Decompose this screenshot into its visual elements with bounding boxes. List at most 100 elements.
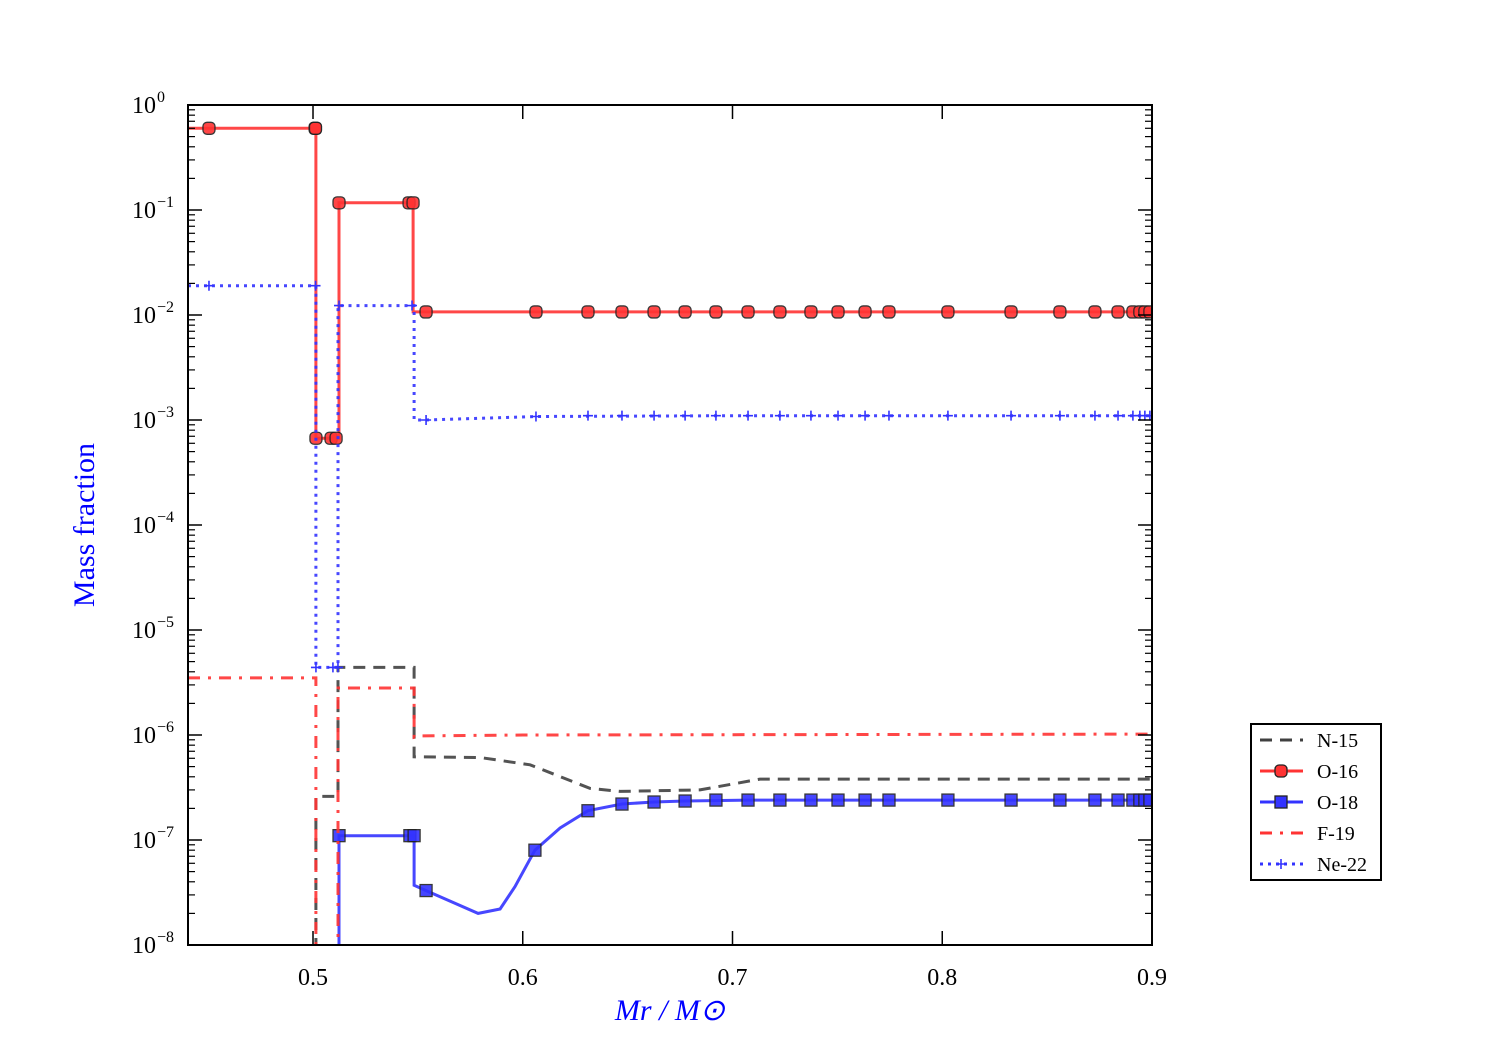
data-point-ne-22 — [649, 410, 660, 421]
data-point-o-16 — [406, 196, 420, 210]
legend-marker-o-16 — [1274, 764, 1288, 778]
y-tick-label: 10 — [132, 618, 156, 644]
data-point-ne-22 — [833, 410, 844, 421]
data-point-o-16 — [329, 431, 343, 445]
y-tick-exponent: 0 — [157, 89, 165, 106]
y-tick-exponent: −7 — [157, 824, 174, 841]
y-tick-label: 10 — [132, 93, 156, 119]
data-point-ne-22 — [310, 662, 321, 673]
legend-label-o-18: O-18 — [1317, 792, 1358, 814]
data-point-o-18 — [858, 793, 872, 807]
data-point-o-18 — [804, 793, 818, 807]
y-tick-exponent: −5 — [157, 614, 174, 631]
y-tick-label: 10 — [132, 303, 156, 329]
x-axis-label: Mr / M⊙ — [614, 994, 726, 1027]
legend-label-f-19: F-19 — [1317, 823, 1355, 845]
y-tick-exponent: −6 — [157, 719, 174, 736]
data-point-o-16 — [332, 196, 346, 210]
data-point-ne-22 — [1144, 410, 1152, 421]
legend: N-15 O-16 O-18 F-19 Ne-22 — [1250, 723, 1382, 881]
y-tick-label: 10 — [132, 933, 156, 959]
data-point-o-18 — [1053, 793, 1067, 807]
data-point-ne-22 — [407, 300, 418, 311]
data-point-o-16 — [1111, 305, 1125, 319]
data-point-ne-22 — [582, 410, 593, 421]
data-point-ne-22 — [710, 410, 721, 421]
series-f-19 — [188, 676, 1152, 945]
data-point-o-18 — [1143, 793, 1152, 807]
legend-item-o-18: O-18 — [1260, 792, 1358, 814]
data-point-o-18 — [615, 797, 629, 811]
legend-label-o-16: O-16 — [1317, 761, 1358, 783]
series-layer — [188, 121, 1152, 945]
data-point-o-18 — [1111, 793, 1125, 807]
series-o-18 — [332, 793, 1152, 945]
data-point-o-18 — [773, 793, 787, 807]
data-point-o-16 — [202, 121, 216, 135]
legend-label-ne-22: Ne-22 — [1317, 854, 1367, 876]
series-line-n-15 — [314, 665, 1152, 945]
series-line-o-18 — [337, 798, 1152, 945]
x-tick-label: 0.5 — [298, 965, 328, 991]
data-point-ne-22 — [1006, 410, 1017, 421]
data-point-o-16 — [831, 305, 845, 319]
legend-marker-o-18 — [1274, 795, 1288, 809]
series-line-ne-22 — [188, 284, 1152, 669]
data-point-o-18 — [678, 794, 692, 808]
data-point-ne-22 — [1113, 410, 1124, 421]
data-point-o-16 — [773, 305, 787, 319]
data-point-ne-22 — [203, 280, 214, 291]
data-point-ne-22 — [334, 300, 345, 311]
data-point-o-16 — [419, 305, 433, 319]
series-line-o-16 — [188, 126, 1152, 440]
data-point-o-18 — [709, 793, 723, 807]
data-point-o-18 — [882, 793, 896, 807]
data-point-o-18 — [647, 795, 661, 809]
data-point-o-16 — [1143, 305, 1152, 319]
data-point-ne-22 — [616, 410, 627, 421]
series-o-16 — [188, 121, 1152, 445]
data-point-o-16 — [647, 305, 661, 319]
y-tick-exponent: −8 — [157, 929, 174, 946]
data-point-o-18 — [831, 793, 845, 807]
data-point-o-16 — [1004, 305, 1018, 319]
data-point-ne-22 — [860, 410, 871, 421]
series-n-15 — [314, 665, 1152, 945]
series-ne-22 — [188, 280, 1152, 673]
data-point-ne-22 — [743, 410, 754, 421]
data-point-ne-22 — [421, 415, 432, 425]
y-tick-exponent: −3 — [157, 404, 174, 421]
y-tick-exponent: −4 — [157, 509, 174, 526]
data-point-ne-22 — [1054, 410, 1065, 421]
series-line-f-19 — [336, 686, 1152, 945]
data-point-ne-22 — [530, 411, 541, 422]
legend-label-n-15: N-15 — [1317, 730, 1358, 752]
data-point-o-16 — [882, 305, 896, 319]
y-axis-label: Mass fraction — [68, 443, 101, 607]
legend-item-o-16: O-16 — [1260, 761, 1358, 783]
data-point-o-18 — [581, 804, 595, 818]
y-tick-label: 10 — [132, 723, 156, 749]
x-tick-label: 0.9 — [1137, 965, 1167, 991]
y-tick-label: 10 — [132, 198, 156, 224]
data-point-ne-22 — [942, 410, 953, 421]
data-point-o-18 — [941, 793, 955, 807]
y-tick-label: 10 — [132, 408, 156, 434]
data-point-o-16 — [741, 305, 755, 319]
data-point-o-16 — [804, 305, 818, 319]
data-point-o-16 — [529, 305, 543, 319]
data-point-ne-22 — [774, 410, 785, 421]
plot-frame — [187, 104, 1153, 946]
series-line-f-19 — [188, 676, 318, 945]
data-point-ne-22 — [883, 410, 894, 421]
x-tick-label: 0.8 — [927, 965, 957, 991]
data-point-o-16 — [858, 305, 872, 319]
x-tick-label: 0.6 — [508, 965, 538, 991]
legend-marker-ne-22 — [1276, 859, 1286, 869]
y-tick-exponent: −2 — [157, 299, 174, 316]
data-point-o-16 — [615, 305, 629, 319]
data-point-o-16 — [1053, 305, 1067, 319]
data-point-o-18 — [407, 829, 421, 843]
data-point-ne-22 — [805, 410, 816, 421]
